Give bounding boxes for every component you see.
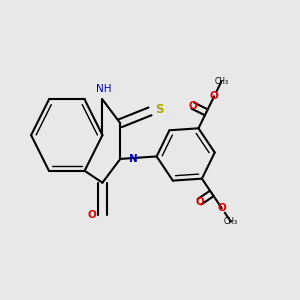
Text: O: O: [218, 203, 226, 213]
Text: NH: NH: [96, 83, 112, 94]
Text: N: N: [129, 154, 138, 164]
Text: S: S: [155, 103, 164, 116]
Text: CH₃: CH₃: [224, 217, 238, 226]
Text: O: O: [210, 91, 218, 101]
Text: O: O: [195, 197, 204, 207]
Text: O: O: [189, 101, 197, 111]
Text: O: O: [87, 210, 96, 220]
Text: CH₃: CH₃: [214, 77, 228, 86]
